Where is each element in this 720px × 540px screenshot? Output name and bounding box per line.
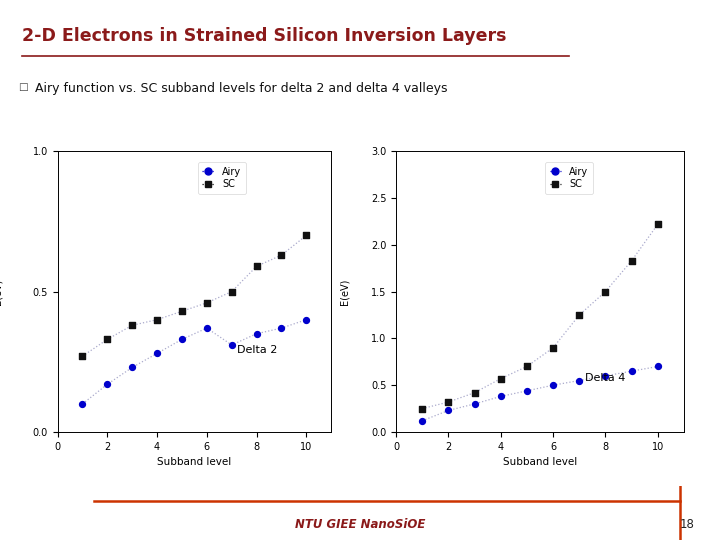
Point	[276, 251, 287, 259]
Point	[151, 315, 163, 324]
Point	[652, 362, 664, 371]
Point	[251, 262, 262, 271]
Point	[443, 406, 454, 415]
Legend: Airy, SC: Airy, SC	[544, 161, 593, 194]
Text: Delta 4: Delta 4	[585, 373, 625, 382]
Point	[251, 329, 262, 338]
Point	[495, 374, 506, 383]
Point	[77, 352, 89, 361]
Point	[626, 367, 637, 375]
Point	[127, 363, 138, 372]
Point	[102, 380, 113, 389]
Point	[176, 307, 188, 315]
Point	[151, 349, 163, 357]
Point	[574, 376, 585, 385]
Point	[276, 324, 287, 333]
Point	[300, 231, 312, 240]
Text: E(eV): E(eV)	[0, 279, 2, 305]
Point	[547, 381, 559, 389]
Point	[469, 400, 480, 408]
Point	[600, 372, 611, 380]
Legend: Airy, SC: Airy, SC	[197, 161, 246, 194]
Point	[201, 324, 212, 333]
Text: □: □	[18, 82, 28, 92]
Text: Delta 2: Delta 2	[237, 346, 277, 355]
Point	[521, 362, 533, 371]
Point	[77, 400, 89, 408]
Text: E(eV): E(eV)	[339, 279, 349, 305]
Point	[416, 404, 428, 413]
Point	[102, 335, 113, 343]
Point	[416, 416, 428, 425]
Point	[600, 287, 611, 296]
Text: Airy function vs. SC subband levels for delta 2 and delta 4 valleys: Airy function vs. SC subband levels for …	[35, 82, 447, 96]
Point	[176, 335, 188, 343]
Point	[521, 387, 533, 395]
Text: 18: 18	[680, 518, 695, 531]
Point	[626, 256, 637, 265]
Text: NTU GIEE NanoSiOE: NTU GIEE NanoSiOE	[294, 518, 426, 531]
Point	[574, 310, 585, 319]
Text: 2-D Electrons in Strained Silicon Inversion Layers: 2-D Electrons in Strained Silicon Invers…	[22, 27, 506, 45]
Point	[469, 388, 480, 397]
Point	[127, 321, 138, 329]
Point	[300, 315, 312, 324]
Point	[547, 343, 559, 352]
X-axis label: Subband level: Subband level	[157, 457, 232, 467]
Point	[226, 341, 238, 349]
Point	[226, 287, 238, 296]
X-axis label: Subband level: Subband level	[503, 457, 577, 467]
Point	[495, 392, 506, 401]
Point	[443, 398, 454, 407]
Point	[652, 220, 664, 228]
Point	[201, 299, 212, 307]
